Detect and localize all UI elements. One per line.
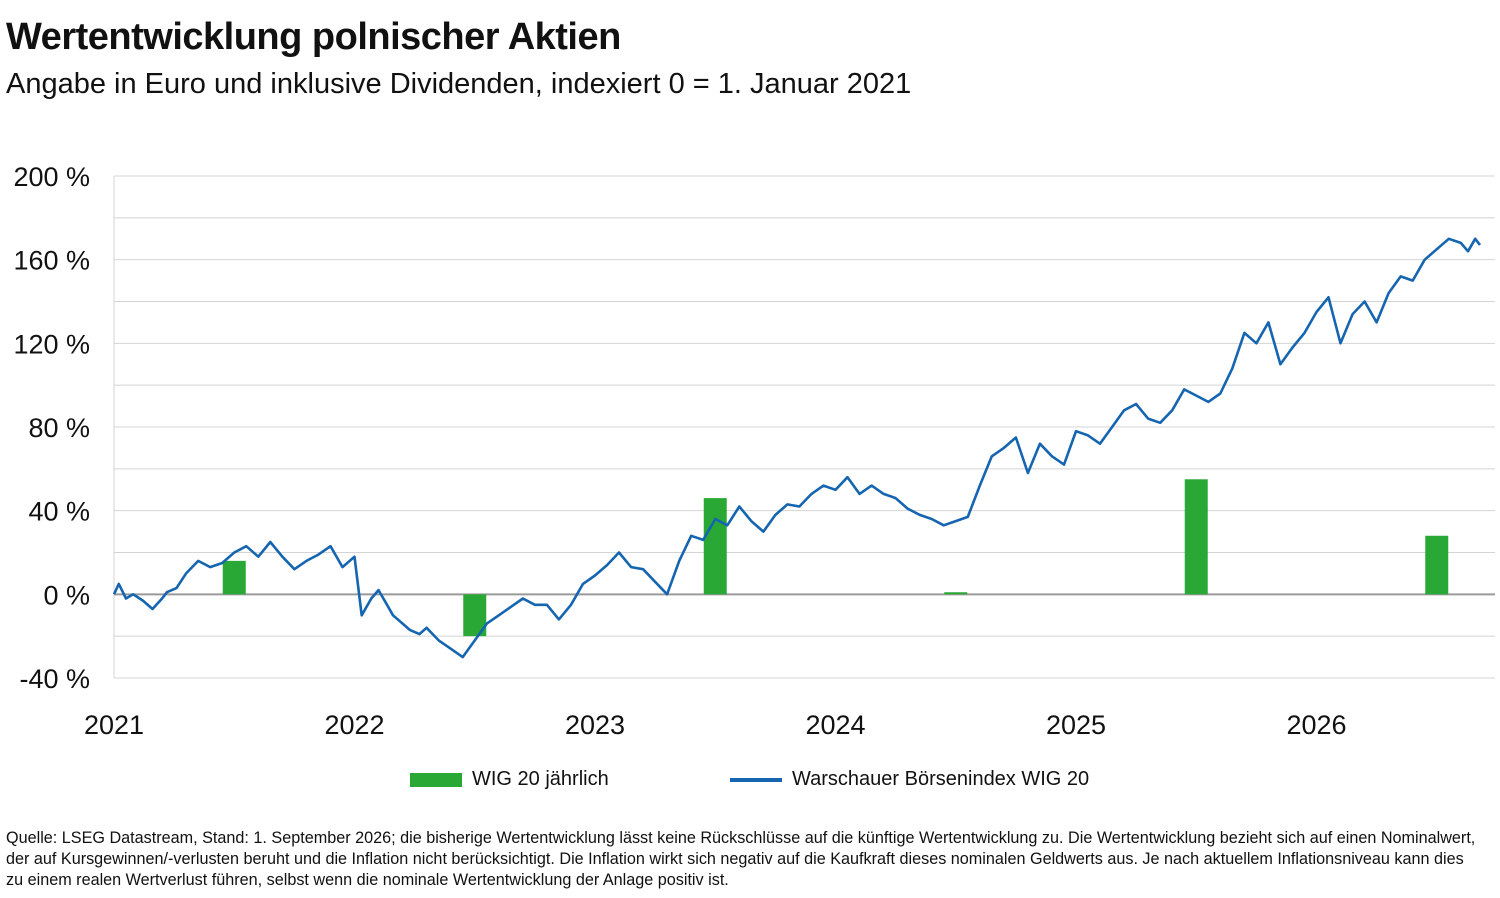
legend-bar-swatch [410, 772, 462, 787]
bar [944, 592, 968, 595]
source-footnote: Quelle: LSEG Datastream, Stand: 1. Septe… [6, 829, 1476, 889]
grid-lines [113, 175, 1495, 679]
legend-item-bar: WIG 20 jährlich [410, 768, 609, 791]
y-tick-label: 40 % [28, 497, 90, 527]
chart-title: Wertentwicklung polnischer Aktien [6, 16, 621, 58]
x-tick-label: 2026 [1286, 710, 1346, 740]
x-tick-label: 2021 [84, 710, 144, 740]
chart-subtitle: Angabe in Euro und inklusive Dividenden,… [6, 68, 912, 100]
y-tick-label: 160 % [13, 246, 90, 276]
x-tick-label: 2025 [1046, 710, 1106, 740]
bar [222, 560, 246, 595]
x-tick-label: 2022 [324, 710, 384, 740]
x-tick-label: 2024 [805, 710, 865, 740]
y-tick-label: 0 % [43, 580, 90, 610]
x-tick-label: 2023 [565, 710, 625, 740]
bar-series [222, 479, 1449, 637]
legend-bar-label: WIG 20 jährlich [472, 768, 609, 790]
legend-line-swatch [730, 777, 782, 782]
line-bar-chart: -40 % 0 % 40 % 80 % 120 % 160 % 200 % 2021 2022… [13, 162, 1495, 740]
y-tick-label: 200 % [13, 162, 90, 192]
y-axis-ticks: -40 % 0 % 40 % 80 % 120 % 160 % 200 % [13, 162, 90, 694]
y-tick-label: -40 % [19, 664, 90, 694]
y-tick-label: 80 % [28, 413, 90, 443]
legend-line-label: Warschauer Börsenindex WIG 20 [792, 768, 1090, 790]
x-axis-ticks: 2021 2022 2023 2024 2025 2026 [84, 710, 1347, 740]
legend-item-line: Warschauer Börsenindex WIG 20 [730, 768, 1089, 791]
index-line [112, 237, 1482, 659]
bar [703, 498, 727, 595]
bar [1184, 479, 1208, 595]
bar [463, 594, 487, 637]
legend: WIG 20 jährlich Warschauer Börsenindex W… [0, 768, 1500, 800]
bar [1425, 535, 1449, 595]
y-tick-label: 120 % [13, 329, 90, 359]
line-series [112, 237, 1482, 659]
